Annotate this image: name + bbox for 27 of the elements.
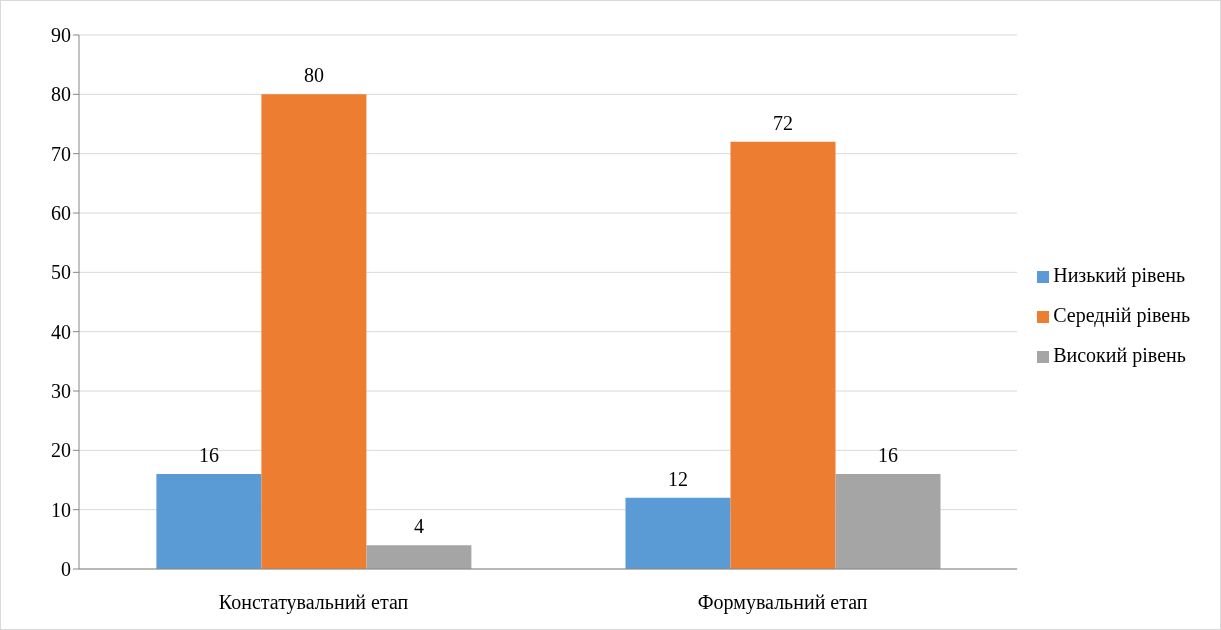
data-label: 16	[878, 444, 898, 467]
data-label: 80	[303, 64, 324, 87]
data-label: 16	[198, 444, 219, 467]
y-tick-label: 40	[51, 320, 71, 343]
data-label: 72	[773, 111, 793, 134]
bar	[261, 94, 367, 569]
bar	[835, 474, 941, 569]
y-tick-label: 30	[51, 380, 71, 403]
y-tick-label: 10	[51, 498, 71, 521]
y-tick-label: 0	[61, 558, 71, 581]
bar	[625, 497, 731, 569]
y-tick-label: 60	[51, 202, 71, 225]
data-label: 4	[413, 515, 424, 538]
y-tick-label: 80	[51, 83, 71, 106]
data-label: 12	[668, 467, 688, 490]
bar	[730, 141, 836, 569]
legend-label: Середній рівень	[1053, 304, 1190, 326]
x-tick-label: Формувальний етап	[697, 591, 868, 615]
legend-label: Низький рівень	[1053, 264, 1186, 286]
y-tick-label: 20	[51, 439, 71, 462]
y-tick-label: 90	[51, 24, 71, 47]
y-tick-label: 50	[51, 261, 71, 284]
bar	[156, 474, 262, 569]
x-tick-label: Констатувальний етап	[218, 591, 409, 615]
legend-label: Високий рівень	[1053, 344, 1186, 366]
y-tick-label: 70	[51, 142, 71, 165]
bar	[366, 545, 472, 569]
